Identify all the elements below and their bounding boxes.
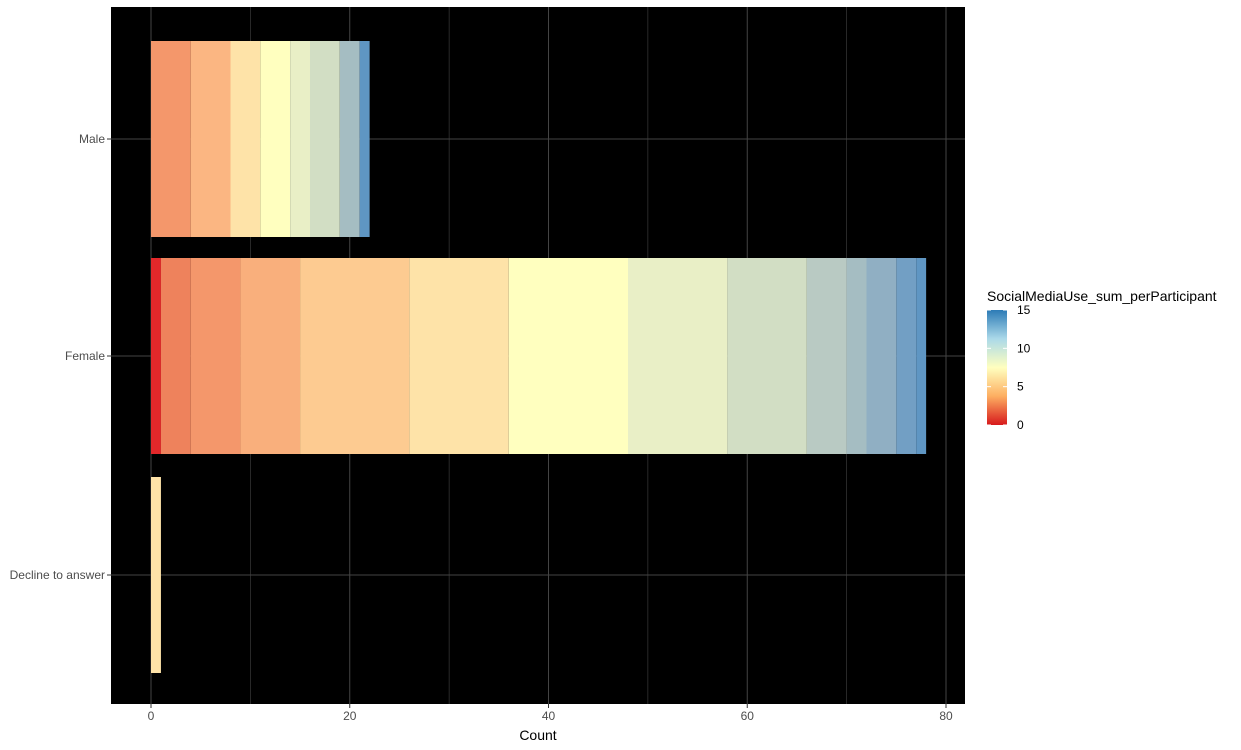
x-tick-label: 20 (343, 709, 357, 723)
y-tick-label: Decline to answer (10, 568, 105, 582)
bar-segment-female-9 (727, 258, 807, 454)
bar-segment-female-11 (846, 258, 867, 454)
y-tick-label: Female (65, 349, 105, 363)
bar-segment-female-3 (190, 258, 241, 454)
bar-segment-female-10 (806, 258, 847, 454)
x-tick-label: 0 (148, 709, 155, 723)
y-axis: Male Female Decline to answer (10, 132, 111, 582)
bar-segment-female-12 (866, 258, 897, 454)
bar-segment-male-8 (359, 41, 370, 237)
y-tick-label: Male (79, 132, 105, 146)
bar-segment-male-6 (310, 41, 340, 237)
legend-colorbar (987, 310, 1007, 425)
bar-segment-decline-to-answer-1 (151, 477, 161, 673)
bar-segment-male-3 (230, 41, 261, 237)
x-tick-label: 60 (741, 709, 755, 723)
bars (151, 41, 927, 673)
x-axis: 0 20 40 60 80 (148, 704, 953, 723)
x-tick-label: 40 (542, 709, 556, 723)
bar-segment-female-4 (240, 258, 301, 454)
legend-title: SocialMediaUse_sum_perParticipant (987, 288, 1217, 304)
bar-segment-male-4 (260, 41, 291, 237)
bar-segment-female-13 (896, 258, 917, 454)
legend-ticks: 0 5 10 15 (987, 303, 1031, 432)
bar-segment-male-2 (190, 41, 231, 237)
legend: SocialMediaUse_sum_perParticipant 0 5 10 15 (987, 288, 1217, 432)
bar-segment-female-6 (409, 258, 509, 454)
bar-segment-female-7 (508, 258, 628, 454)
legend-tick-label: 5 (1017, 380, 1024, 394)
bar-segment-male-1 (151, 41, 191, 237)
bar-segment-female-8 (628, 258, 728, 454)
bar-segment-female-14 (916, 258, 927, 454)
bar-segment-male-7 (339, 41, 360, 237)
legend-tick-label: 10 (1017, 341, 1031, 355)
bar-segment-female-2 (160, 258, 191, 454)
x-tick-label: 80 (939, 709, 953, 723)
legend-tick-label: 15 (1017, 303, 1031, 317)
bar-segment-male-5 (290, 41, 310, 237)
legend-tick-label: 0 (1017, 418, 1024, 432)
x-axis-title: Count (519, 727, 556, 743)
bar-segment-female-1 (151, 258, 161, 454)
bar-segment-female-5 (300, 258, 410, 454)
